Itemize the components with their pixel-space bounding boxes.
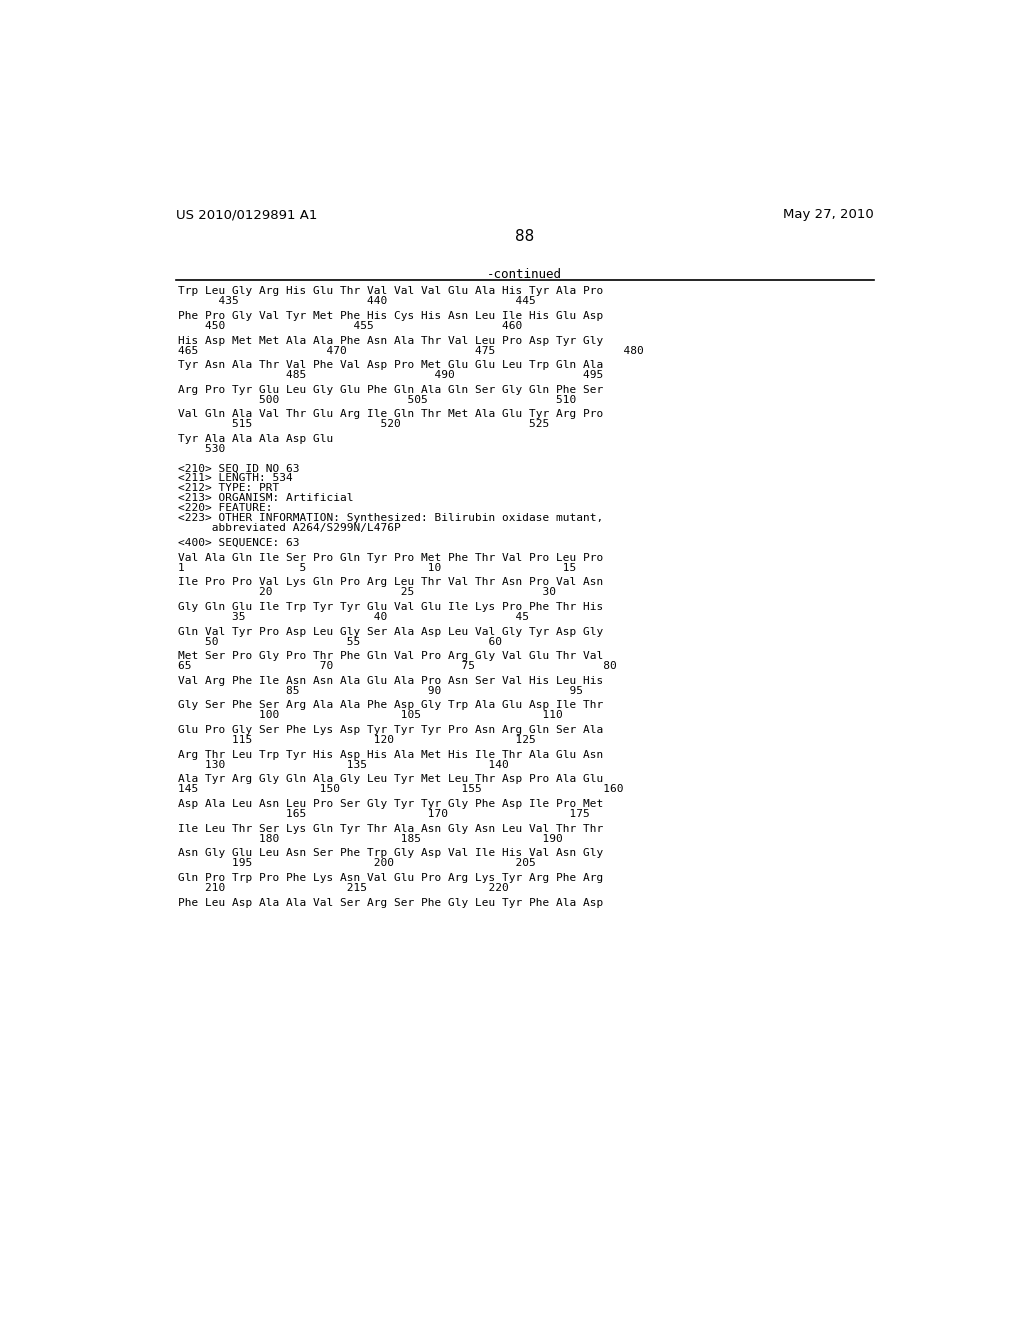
- Text: 1                 5                  10                  15: 1 5 10 15: [178, 562, 577, 573]
- Text: Arg Pro Tyr Glu Leu Gly Glu Phe Gln Ala Gln Ser Gly Gln Phe Ser: Arg Pro Tyr Glu Leu Gly Glu Phe Gln Ala …: [178, 385, 603, 395]
- Text: 435                   440                   445: 435 440 445: [178, 296, 537, 306]
- Text: Phe Leu Asp Ala Ala Val Ser Arg Ser Phe Gly Leu Tyr Phe Ala Asp: Phe Leu Asp Ala Ala Val Ser Arg Ser Phe …: [178, 898, 603, 908]
- Text: 145                  150                  155                  160: 145 150 155 160: [178, 784, 624, 795]
- Text: Gln Val Tyr Pro Asp Leu Gly Ser Ala Asp Leu Val Gly Tyr Asp Gly: Gln Val Tyr Pro Asp Leu Gly Ser Ala Asp …: [178, 627, 603, 636]
- Text: Ile Leu Thr Ser Lys Gln Tyr Thr Ala Asn Gly Asn Leu Val Thr Thr: Ile Leu Thr Ser Lys Gln Tyr Thr Ala Asn …: [178, 824, 603, 834]
- Text: 130                  135                  140: 130 135 140: [178, 760, 509, 770]
- Text: Asp Ala Leu Asn Leu Pro Ser Gly Tyr Tyr Gly Phe Asp Ile Pro Met: Asp Ala Leu Asn Leu Pro Ser Gly Tyr Tyr …: [178, 799, 603, 809]
- Text: 500                   505                   510: 500 505 510: [178, 395, 577, 405]
- Text: Val Ala Gln Ile Ser Pro Gln Tyr Pro Met Phe Thr Val Pro Leu Pro: Val Ala Gln Ile Ser Pro Gln Tyr Pro Met …: [178, 553, 603, 562]
- Text: <212> TYPE: PRT: <212> TYPE: PRT: [178, 483, 280, 494]
- Text: 485                   490                   495: 485 490 495: [178, 370, 603, 380]
- Text: <210> SEQ ID NO 63: <210> SEQ ID NO 63: [178, 463, 300, 474]
- Text: Arg Thr Leu Trp Tyr His Asp His Ala Met His Ile Thr Ala Glu Asn: Arg Thr Leu Trp Tyr His Asp His Ala Met …: [178, 750, 603, 760]
- Text: Asn Gly Glu Leu Asn Ser Phe Trp Gly Asp Val Ile His Val Asn Gly: Asn Gly Glu Leu Asn Ser Phe Trp Gly Asp …: [178, 849, 603, 858]
- Text: May 27, 2010: May 27, 2010: [782, 209, 873, 222]
- Text: <220> FEATURE:: <220> FEATURE:: [178, 503, 272, 513]
- Text: US 2010/0129891 A1: US 2010/0129891 A1: [176, 209, 317, 222]
- Text: Val Arg Phe Ile Asn Asn Ala Glu Ala Pro Asn Ser Val His Leu His: Val Arg Phe Ile Asn Asn Ala Glu Ala Pro …: [178, 676, 603, 686]
- Text: Tyr Ala Ala Ala Asp Glu: Tyr Ala Ala Ala Asp Glu: [178, 434, 334, 444]
- Text: -continued: -continued: [487, 268, 562, 281]
- Text: Gly Ser Phe Ser Arg Ala Ala Phe Asp Gly Trp Ala Glu Asp Ile Thr: Gly Ser Phe Ser Arg Ala Ala Phe Asp Gly …: [178, 701, 603, 710]
- Text: 100                  105                  110: 100 105 110: [178, 710, 563, 721]
- Text: Glu Pro Gly Ser Phe Lys Asp Tyr Tyr Tyr Pro Asn Arg Gln Ser Ala: Glu Pro Gly Ser Phe Lys Asp Tyr Tyr Tyr …: [178, 725, 603, 735]
- Text: 165                  170                  175: 165 170 175: [178, 809, 590, 818]
- Text: 180                  185                  190: 180 185 190: [178, 834, 563, 843]
- Text: Met Ser Pro Gly Pro Thr Phe Gln Val Pro Arg Gly Val Glu Thr Val: Met Ser Pro Gly Pro Thr Phe Gln Val Pro …: [178, 651, 603, 661]
- Text: <400> SEQUENCE: 63: <400> SEQUENCE: 63: [178, 539, 300, 548]
- Text: Val Gln Ala Val Thr Glu Arg Ile Gln Thr Met Ala Glu Tyr Arg Pro: Val Gln Ala Val Thr Glu Arg Ile Gln Thr …: [178, 409, 603, 420]
- Text: 85                   90                   95: 85 90 95: [178, 686, 584, 696]
- Text: Ala Tyr Arg Gly Gln Ala Gly Leu Tyr Met Leu Thr Asp Pro Ala Glu: Ala Tyr Arg Gly Gln Ala Gly Leu Tyr Met …: [178, 775, 603, 784]
- Text: <211> LENGTH: 534: <211> LENGTH: 534: [178, 474, 293, 483]
- Text: <223> OTHER INFORMATION: Synthesized: Bilirubin oxidase mutant,: <223> OTHER INFORMATION: Synthesized: Bi…: [178, 513, 603, 523]
- Text: 210                  215                  220: 210 215 220: [178, 883, 509, 892]
- Text: 450                   455                   460: 450 455 460: [178, 321, 522, 331]
- Text: Gln Pro Trp Pro Phe Lys Asn Val Glu Pro Arg Lys Tyr Arg Phe Arg: Gln Pro Trp Pro Phe Lys Asn Val Glu Pro …: [178, 873, 603, 883]
- Text: Tyr Asn Ala Thr Val Phe Val Asp Pro Met Glu Glu Leu Trp Gln Ala: Tyr Asn Ala Thr Val Phe Val Asp Pro Met …: [178, 360, 603, 370]
- Text: Ile Pro Pro Val Lys Gln Pro Arg Leu Thr Val Thr Asn Pro Val Asn: Ile Pro Pro Val Lys Gln Pro Arg Leu Thr …: [178, 577, 603, 587]
- Text: His Asp Met Met Ala Ala Phe Asn Ala Thr Val Leu Pro Asp Tyr Gly: His Asp Met Met Ala Ala Phe Asn Ala Thr …: [178, 335, 603, 346]
- Text: 50                   55                   60: 50 55 60: [178, 636, 503, 647]
- Text: 88: 88: [515, 230, 535, 244]
- Text: <213> ORGANISM: Artificial: <213> ORGANISM: Artificial: [178, 494, 354, 503]
- Text: 20                   25                   30: 20 25 30: [178, 587, 556, 597]
- Text: 515                   520                   525: 515 520 525: [178, 420, 550, 429]
- Text: 115                  120                  125: 115 120 125: [178, 735, 537, 744]
- Text: 35                   40                   45: 35 40 45: [178, 612, 529, 622]
- Text: Gly Gln Glu Ile Trp Tyr Tyr Glu Val Glu Ile Lys Pro Phe Thr His: Gly Gln Glu Ile Trp Tyr Tyr Glu Val Glu …: [178, 602, 603, 612]
- Text: Trp Leu Gly Arg His Glu Thr Val Val Val Glu Ala His Tyr Ala Pro: Trp Leu Gly Arg His Glu Thr Val Val Val …: [178, 286, 603, 296]
- Text: abbreviated A264/S299N/L476P: abbreviated A264/S299N/L476P: [178, 524, 401, 533]
- Text: 530: 530: [178, 444, 225, 454]
- Text: 465                   470                   475                   480: 465 470 475 480: [178, 346, 644, 355]
- Text: Phe Pro Gly Val Tyr Met Phe His Cys His Asn Leu Ile His Glu Asp: Phe Pro Gly Val Tyr Met Phe His Cys His …: [178, 312, 603, 321]
- Text: 65                   70                   75                   80: 65 70 75 80: [178, 661, 617, 671]
- Text: 195                  200                  205: 195 200 205: [178, 858, 537, 869]
